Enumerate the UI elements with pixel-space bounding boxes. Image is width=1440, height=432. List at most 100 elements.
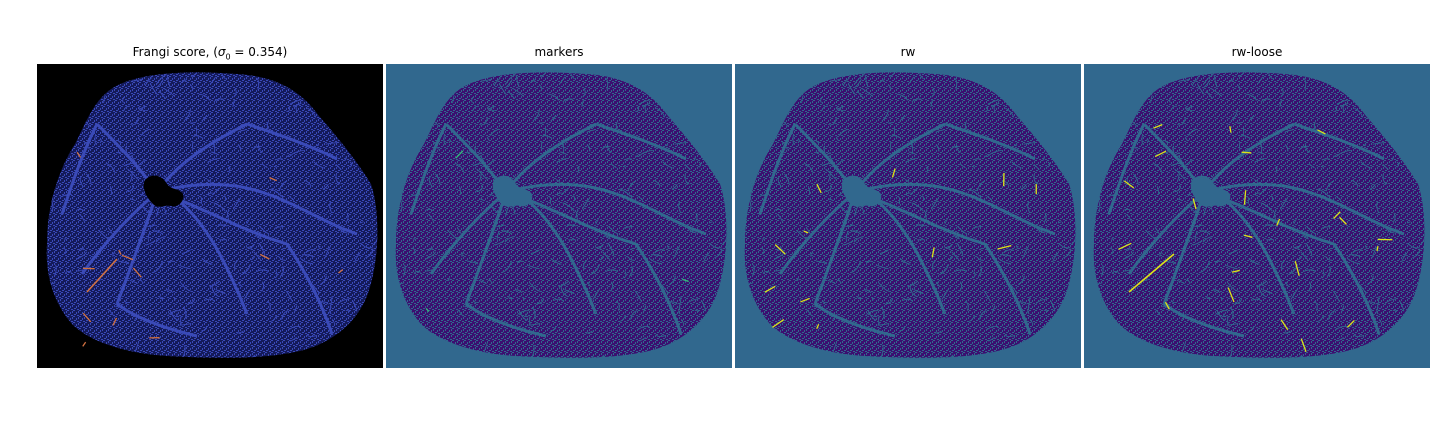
capillary [857,296,862,300]
capillary [479,123,483,126]
capillary [1176,279,1185,285]
capillary [1050,300,1056,312]
capillary [827,279,836,285]
capillary [911,202,924,212]
capillary [213,98,224,103]
capillary [180,316,182,325]
capillary [256,77,260,90]
capillary [622,225,634,230]
capillary [1257,151,1266,156]
capillary [1407,243,1420,249]
capillary [1335,325,1348,330]
capillary [288,325,301,330]
capillary [501,260,512,273]
capillary [1285,281,1290,287]
capillary [278,256,286,261]
capillary [893,128,896,136]
capillary [908,151,917,156]
capillary [581,99,584,107]
capillary [880,344,884,358]
capillary [64,270,72,275]
capillary [805,308,813,317]
capillary [1043,309,1049,313]
capillary [237,144,242,152]
capillary [701,300,707,312]
capillary [953,235,960,240]
capillary [1354,107,1364,118]
capillary [1290,287,1299,300]
capillary [443,133,446,145]
capillary [777,176,782,188]
capillary [1396,161,1400,168]
capillary [615,300,620,311]
capillary [173,296,176,301]
capillary [850,230,861,234]
panel-title-frangi: Frangi score, (σ0 = 0.354) [37,45,383,61]
capillary [964,122,968,129]
capillary [828,170,831,181]
highlight-segment [800,297,810,303]
capillary [109,186,113,195]
capillary [199,93,210,101]
capillary [530,78,537,82]
capillary [567,224,577,227]
capillary [1169,96,1172,103]
capillary [940,264,949,275]
capillary [166,75,171,88]
capillary [168,260,175,264]
capillary [606,144,612,153]
capillary [242,264,251,275]
capillary [103,94,106,104]
capillary [1179,78,1190,82]
capillary [293,305,298,314]
capillary [144,77,153,87]
capillary [236,330,244,334]
capillary [274,271,278,279]
capillary [517,310,530,315]
capillary [839,128,848,136]
capillary [505,78,513,88]
capillary [1197,72,1201,77]
capillary [899,258,911,265]
capillary [1360,161,1371,169]
capillary [990,150,1002,154]
major-vessel [964,192,1056,236]
capillary [1336,196,1342,201]
capillary [1251,298,1263,302]
capillary [1197,83,1205,96]
capillary [261,163,268,169]
capillary [424,208,434,212]
capillary [635,106,640,112]
capillary [481,78,492,82]
capillary [1399,300,1405,312]
capillary [329,201,333,214]
major-vessel [983,243,1032,335]
capillary [1228,249,1238,255]
capillary [152,260,163,273]
capillary [494,240,505,246]
capillary [1126,213,1133,223]
capillary [461,252,465,257]
highlight-segment [1192,198,1197,210]
capillary [428,176,433,188]
capillary [487,106,496,112]
capillary [166,289,174,294]
capillary [1279,99,1282,107]
capillary [878,316,880,325]
capillary [674,142,686,145]
capillary [169,310,179,321]
capillary [293,102,302,107]
capillary [1306,226,1317,235]
capillary [1027,201,1031,214]
capillary [627,180,637,192]
vessel-image-svg [37,64,383,368]
capillary [1177,123,1181,126]
capillary [1376,296,1380,308]
capillary [54,264,57,276]
capillary [866,310,879,315]
capillary [1242,128,1245,136]
capillary [1267,72,1273,80]
highlight-segment [1229,126,1232,133]
capillary [610,163,617,169]
capillary [1376,306,1379,315]
